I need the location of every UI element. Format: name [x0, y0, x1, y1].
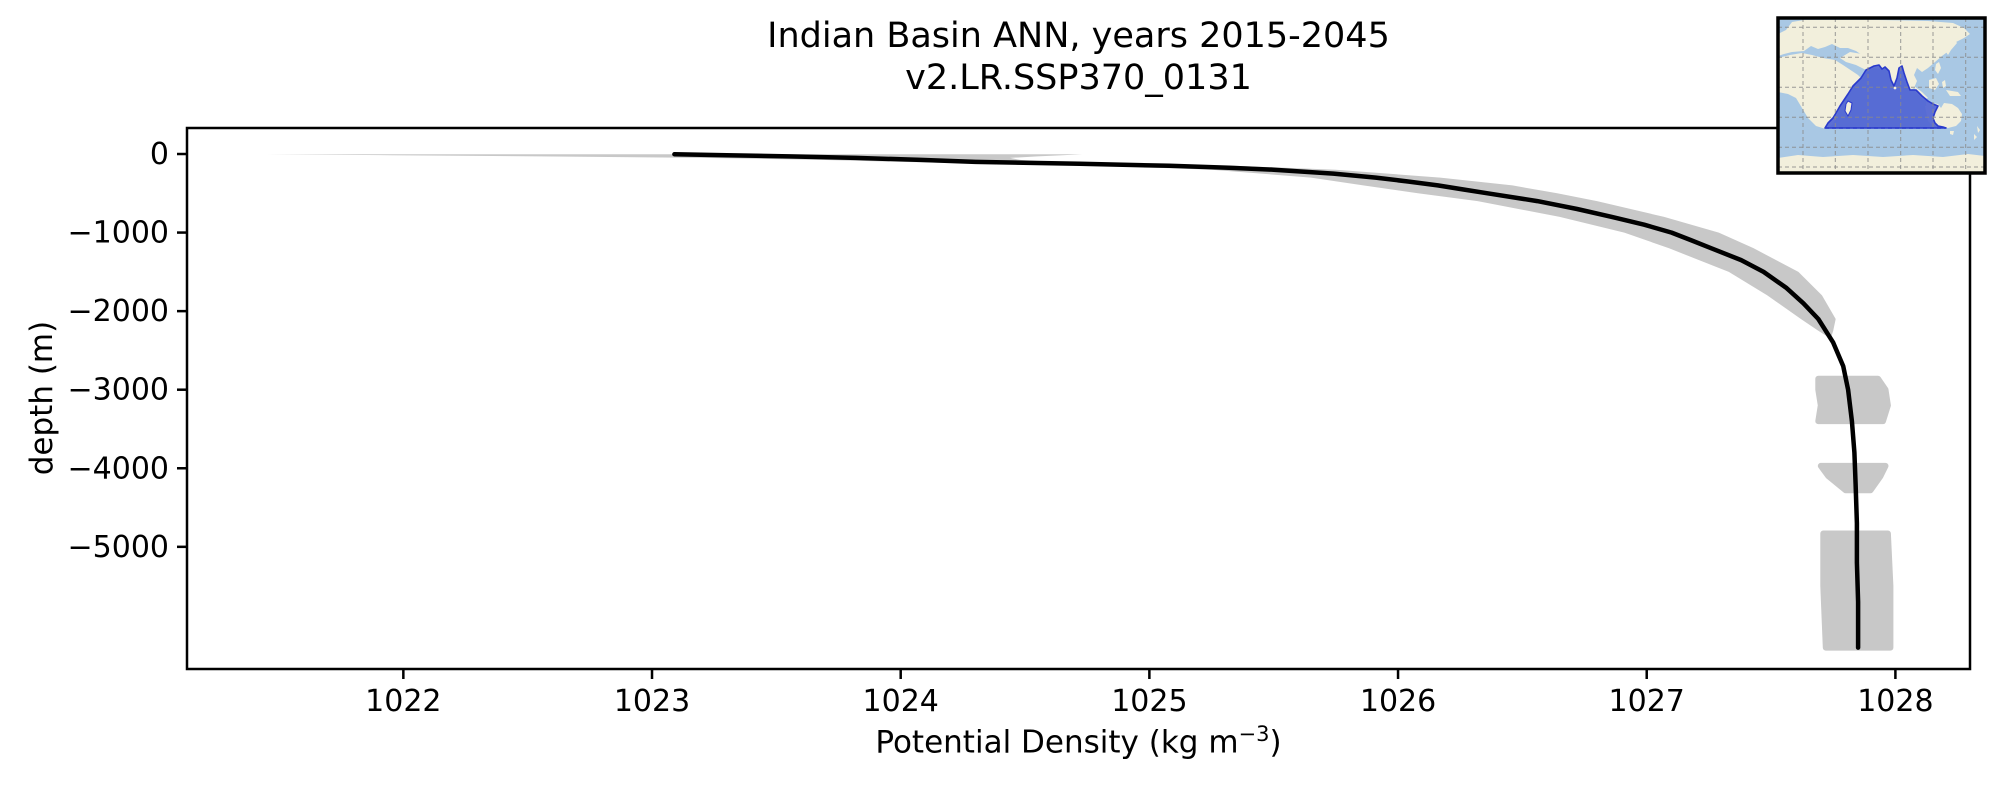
inset-land-new-zealand	[1974, 126, 1980, 140]
chart-title: Indian Basin ANN, years 2015-2045	[767, 16, 1390, 56]
inset-basin-highlight	[1824, 64, 1947, 129]
x-axis-label-main: Potential Density (kg m	[875, 724, 1239, 761]
indian-basin-inset-map	[1776, 16, 1987, 175]
inset-land-borneo	[1929, 78, 1939, 90]
plot-border	[185, 126, 1972, 671]
y-tick-label: −2000	[68, 294, 169, 329]
inset-land-sri-lanka	[1893, 86, 1897, 90]
profile-line	[672, 151, 1861, 650]
x-axis-label: Potential Density (kg m−3)	[187, 722, 1970, 760]
inset-land-madagascar	[1844, 100, 1853, 118]
inset-graticule	[1778, 18, 1985, 173]
uncertainty-band	[266, 154, 1836, 339]
profile-line-layer	[672, 151, 1861, 650]
inset-land-eurasia	[1778, 20, 1970, 90]
x-tick-label: 1025	[1111, 684, 1187, 719]
inset-land-new-guinea	[1946, 90, 1961, 96]
x-tick-label: 1022	[365, 684, 441, 719]
inset-land-arabia	[1840, 52, 1882, 70]
inset-land-tasmania	[1950, 131, 1954, 135]
y-tick-label: −3000	[68, 373, 169, 408]
inset-land-sumatra	[1914, 86, 1928, 100]
uncertainty-band-patch	[1815, 375, 1891, 425]
x-tick-label: 1027	[1609, 684, 1685, 719]
y-tick-label: −1000	[68, 216, 169, 251]
x-tick-label: 1023	[614, 684, 690, 719]
x-axis-label-exponent: −3	[1238, 722, 1270, 746]
x-tick-label: 1024	[863, 684, 939, 719]
inset-land-japan	[1946, 40, 1957, 55]
inset-land-philippines	[1935, 62, 1941, 74]
inset-border	[1776, 16, 1987, 175]
x-tick-label: 1028	[1857, 684, 1933, 719]
inset-land-africa	[1778, 53, 1861, 129]
inset-land-sulawesi	[1942, 80, 1946, 88]
y-tick-label: 0	[150, 137, 169, 172]
uncertainty-band-layer	[266, 154, 1894, 651]
y-tick-label: −5000	[68, 530, 169, 565]
x-tick-label: 1026	[1360, 684, 1436, 719]
x-axis-label-end: )	[1269, 724, 1282, 761]
y-tick-label: −4000	[68, 451, 169, 486]
axes-layer: 1022 1023 1024 1025 1026 1027 1028 0 −1000 −2000 −…	[68, 126, 1972, 719]
chart-subtitle: v2.LR.SSP370_0131	[905, 58, 1252, 98]
